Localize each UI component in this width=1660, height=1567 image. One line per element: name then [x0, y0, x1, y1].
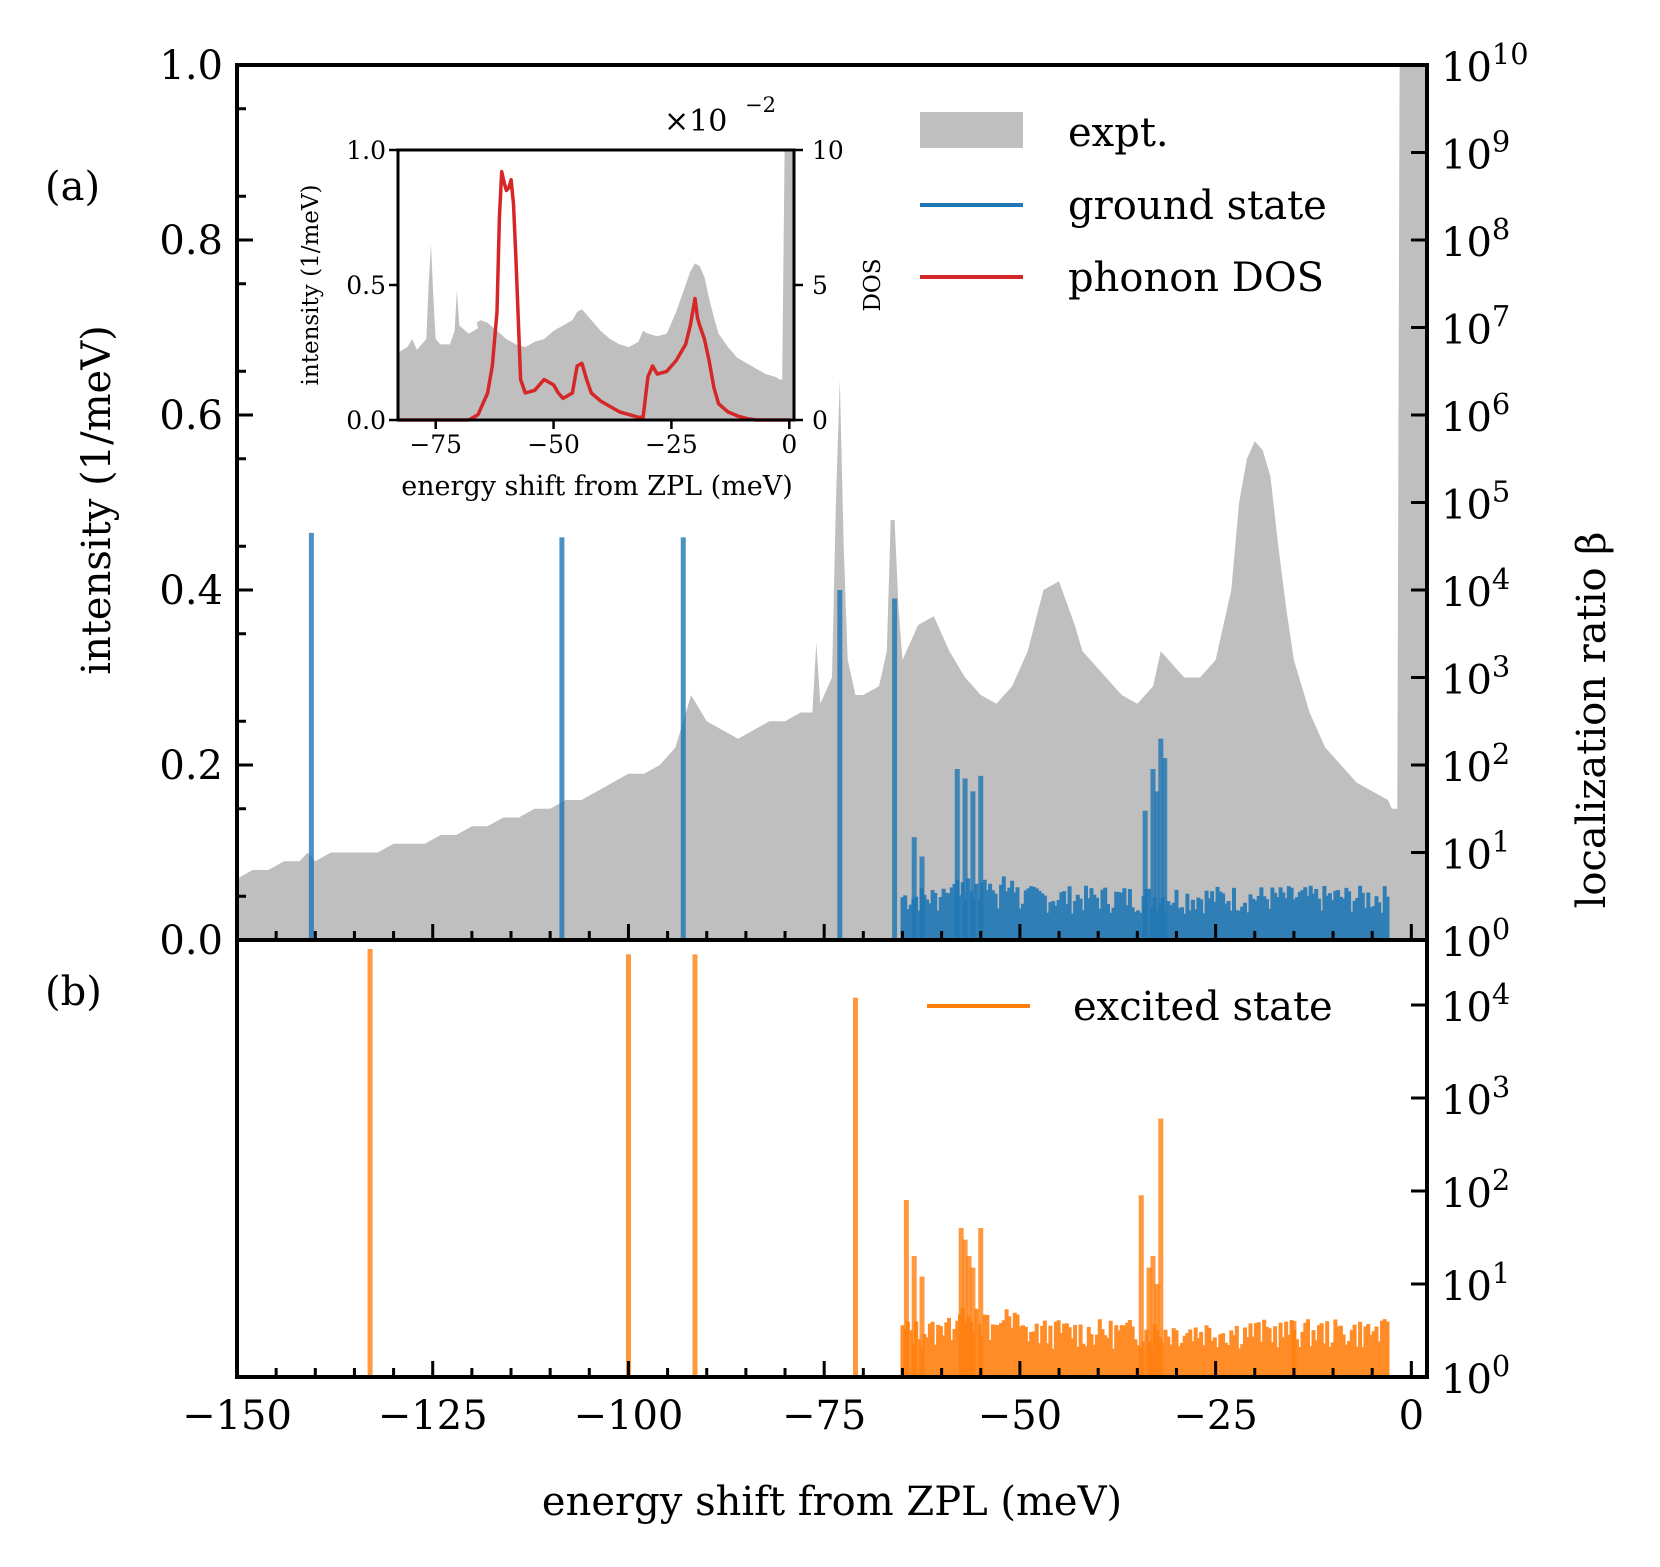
inset-y-tick-label: 1.0: [346, 136, 386, 165]
inset-right-tick-label: 0: [812, 406, 828, 435]
right-y-axis-label: localization ratio β: [1569, 532, 1615, 909]
right-tick-label: 100: [1441, 912, 1510, 966]
x-axis-label: energy shift from ZPL (meV): [542, 1479, 1122, 1525]
inset-y-tick-label: 0.0: [346, 406, 386, 435]
right-tick-label: 103: [1441, 1070, 1510, 1124]
panel-b-legend: excited state: [927, 984, 1333, 1030]
x-tick-label: −100: [574, 1393, 684, 1439]
ground-state-noise-bars: [900, 876, 1390, 940]
right-tick-label: 106: [1441, 387, 1510, 441]
right-tick-label: 100: [1441, 1349, 1510, 1403]
inset-y-tick-label: 0.5: [346, 271, 386, 300]
inset-x-tick-label: −25: [645, 430, 698, 459]
x-tick-label: −50: [978, 1393, 1062, 1439]
right-tick-label: 102: [1441, 737, 1510, 791]
x-tick-label: 0: [1399, 1393, 1424, 1439]
y-tick-label: 0.8: [159, 218, 223, 264]
x-tick-label: −25: [1173, 1393, 1257, 1439]
legend-label: phonon DOS: [1068, 255, 1324, 301]
y-tick-label: 0.6: [159, 393, 223, 439]
right-tick-label: 107: [1441, 300, 1510, 354]
inset-offset-base: ×10: [664, 104, 727, 139]
legend-swatch-expt: [920, 112, 1023, 148]
y-tick-label: 0.2: [159, 743, 223, 789]
expt-area: [237, 65, 1427, 940]
y-tick-label: 0.0: [159, 918, 223, 964]
legend-label: ground state: [1068, 183, 1327, 229]
right-tick-label: 108: [1441, 212, 1510, 266]
inset-offset-exponent: −2: [745, 93, 776, 117]
panel-b: 100 101 102 103 104 −150 −125 −100 −75 −50 −25 0 (…: [45, 938, 1510, 1525]
inset-y-axis-label: intensity (1/meV): [298, 185, 324, 386]
legend-label: expt.: [1068, 110, 1169, 156]
y-tick-label: 1.0: [159, 43, 223, 89]
excited-state-noise-bars: [900, 1307, 1390, 1377]
right-tick-label: 109: [1441, 125, 1510, 179]
y-tick-label: 0.4: [159, 568, 223, 614]
inset-right-tick-label: 10: [812, 136, 844, 165]
right-tick-label: 101: [1441, 825, 1510, 879]
inset-offset-label: ×10 −2: [664, 93, 776, 139]
inset-x-axis-label: energy shift from ZPL (meV): [401, 471, 793, 502]
inset-plot: −75 −50 −25 0 0.0 0.5 1.0 0 5 10 intensity (1/meV…: [298, 93, 886, 502]
inset-expt-area: [398, 150, 794, 420]
right-tick-label: 102: [1441, 1163, 1510, 1217]
x-tick-label: −75: [782, 1393, 866, 1439]
right-tick-label: 104: [1441, 562, 1510, 616]
x-tick-label: −125: [378, 1393, 488, 1439]
x-tick-label: −150: [182, 1393, 292, 1439]
right-tick-label: 101: [1441, 1256, 1510, 1310]
panel-a-y-axis-label: intensity (1/meV): [74, 325, 120, 674]
right-tick-label: 105: [1441, 475, 1510, 529]
right-tick-label: 1010: [1441, 37, 1529, 91]
inset-right-tick-label: 5: [812, 271, 828, 300]
inset-x-tick-label: 0: [781, 430, 797, 459]
right-tick-label: 103: [1441, 650, 1510, 704]
right-tick-label: 104: [1441, 977, 1510, 1031]
panel-a: 0.00.20.40.60.81.0 100101102103104105106…: [45, 37, 1615, 966]
panel-b-label: (b): [45, 969, 102, 1015]
panel-a-label: (a): [45, 164, 100, 210]
panel-a-legend: expt. ground state phonon DOS: [920, 110, 1327, 301]
inset-x-tick-label: −50: [527, 430, 580, 459]
panel-b-frame: [235, 938, 1429, 1379]
inset-x-tick-label: −75: [409, 430, 462, 459]
legend-label: excited state: [1073, 984, 1333, 1030]
phonon-dos-line: [398, 169, 790, 422]
inset-right-axis-label: DOS: [860, 258, 886, 311]
